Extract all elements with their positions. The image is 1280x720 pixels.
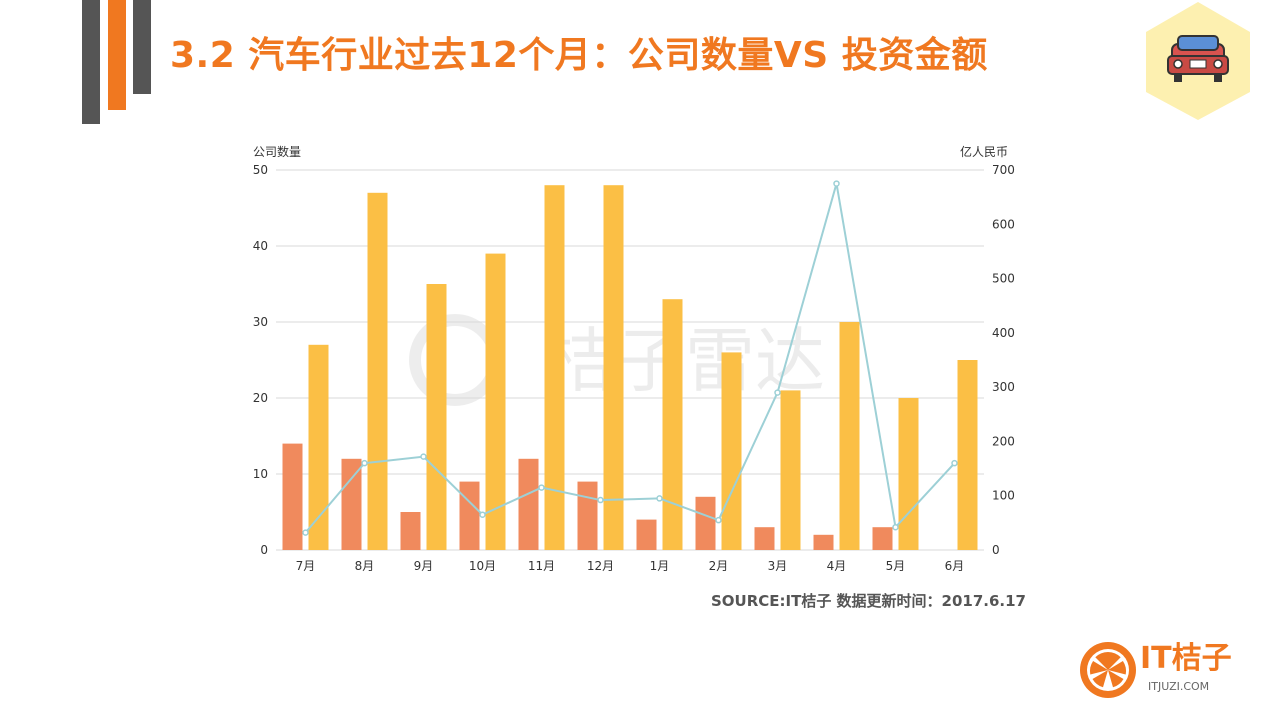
bar-series-2 [839, 322, 860, 550]
line-point [597, 496, 604, 504]
y-left-tick-label: 50 [253, 163, 268, 177]
y-right-tick-label: 0 [992, 543, 1000, 557]
line-point [833, 180, 840, 187]
bar-series-2 [308, 344, 329, 550]
x-tick-label: 8月 [355, 559, 375, 573]
x-tick-label: 1月 [650, 559, 670, 573]
bar-series-2 [485, 253, 506, 550]
y-right-tick-label: 500 [992, 272, 1015, 286]
x-tick-label: 4月 [827, 559, 847, 573]
y-right-tick-label: 600 [992, 217, 1015, 231]
y-left-tick-label: 0 [260, 543, 268, 557]
bar-series-2 [603, 185, 624, 550]
bar-series-1 [518, 458, 539, 550]
y-left-axis-label: 公司数量 [253, 144, 301, 159]
line-point [479, 511, 486, 518]
y-right-tick-label: 400 [992, 326, 1015, 340]
bar-series-2 [957, 360, 978, 550]
bar-series-1 [459, 481, 480, 550]
bar-series-1 [282, 443, 303, 550]
bar-series-1 [813, 534, 834, 550]
slide-title: 3.2 汽车行业过去12个月：公司数量VS 投资金额 [170, 35, 988, 76]
line-point [361, 459, 368, 467]
brand-url: ITJUZI.COM [1148, 680, 1210, 693]
bar-series-2 [662, 299, 683, 550]
decor-bar-right [133, 0, 151, 94]
car-icon [1146, 2, 1250, 120]
y-right-tick-label: 200 [992, 434, 1015, 448]
bar-series-2 [426, 284, 447, 550]
y-right-tick-label: 300 [992, 380, 1015, 394]
line-point [892, 523, 899, 531]
bar-series-1 [577, 481, 598, 550]
y-left-tick-label: 20 [253, 391, 268, 405]
x-tick-label: 6月 [945, 559, 965, 573]
bar-series-1 [400, 512, 421, 550]
x-tick-label: 2月 [709, 559, 729, 573]
line-point [656, 495, 663, 502]
x-tick-label: 9月 [414, 559, 434, 573]
y-right-tick-label: 100 [992, 489, 1015, 503]
y-left-tick-label: 30 [253, 315, 268, 329]
line-point [420, 453, 427, 460]
decor-bar-middle [108, 0, 126, 110]
source-note: SOURCE:IT桔子 数据更新时间：2017.6.17 [710, 592, 1026, 610]
bar-series-2 [544, 185, 565, 550]
bar-series-2 [780, 390, 801, 550]
line-point [302, 529, 309, 536]
x-tick-label: 7月 [296, 559, 316, 573]
brand-logo: IT桔子 ITJUZI.COM [1078, 640, 1258, 700]
y-left-tick-label: 10 [253, 467, 268, 481]
bar-series-2 [721, 352, 742, 550]
bar-series-1 [754, 527, 775, 550]
x-tick-label: 5月 [886, 559, 906, 573]
line-point [951, 459, 958, 467]
bar-series-1 [341, 458, 362, 550]
line-series [304, 183, 956, 534]
x-tick-label: 12月 [587, 559, 614, 573]
line-point [774, 389, 781, 396]
y-right-axis-label: 亿人民币 [960, 144, 1008, 159]
y-left-tick-label: 40 [253, 239, 268, 253]
bar-series-2 [898, 398, 919, 550]
brand-name: IT桔子 [1140, 641, 1232, 676]
line-point [715, 516, 722, 524]
x-tick-label: 10月 [469, 559, 496, 573]
y-right-tick-label: 700 [992, 163, 1015, 177]
bar-series-1 [636, 519, 657, 550]
x-tick-label: 3月 [768, 559, 788, 573]
orange-slice-icon [1080, 642, 1136, 698]
line-point [538, 484, 545, 491]
x-tick-label: 11月 [528, 559, 555, 573]
bar-series-2 [367, 192, 388, 551]
decor-bar-left [82, 0, 100, 124]
bar-series-1 [872, 527, 893, 550]
watermark-text: 桔子雷达 [545, 320, 825, 402]
bar-series-1 [695, 496, 716, 550]
